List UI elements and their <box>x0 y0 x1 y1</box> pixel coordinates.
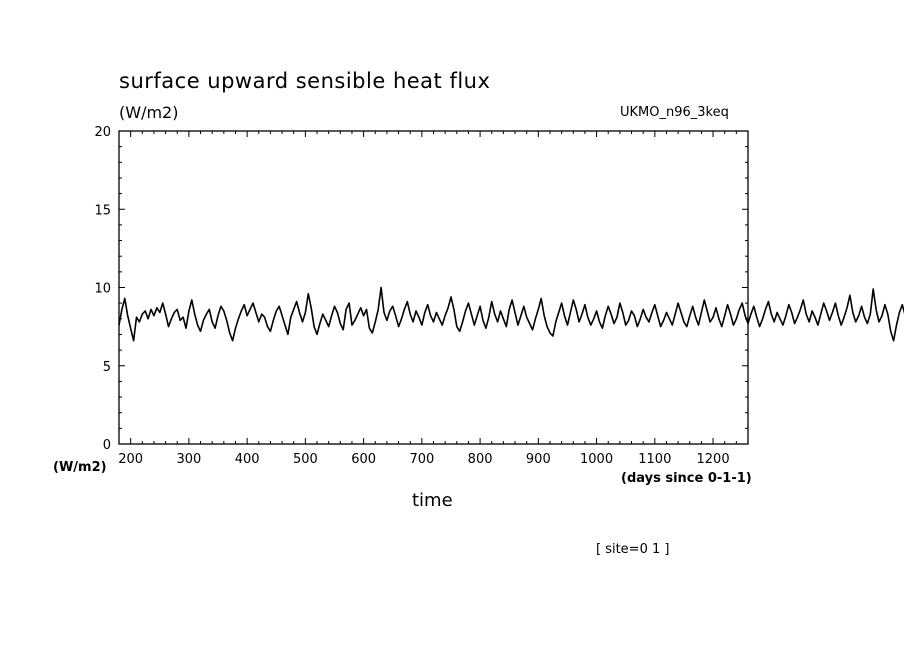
x-tick-label: 600 <box>351 452 376 467</box>
model-name: UKMO_n96_3keq <box>620 105 729 120</box>
x-tick-label: 700 <box>409 452 434 467</box>
y-tick-label: 15 <box>94 203 111 218</box>
plot-frame-group <box>118 130 749 445</box>
chart-units: (W/m2) <box>119 103 179 122</box>
y-ticks: 0 5 10 15 20 <box>94 125 748 453</box>
x-tick-label: 1100 <box>638 452 671 467</box>
x-tick-label: 900 <box>526 452 551 467</box>
x-tick-label: 500 <box>293 452 318 467</box>
x-tick-label: 400 <box>235 452 260 467</box>
x-axis-title: time <box>412 490 453 511</box>
x-unit-label: (days since 0-1-1) <box>621 471 752 486</box>
series-group <box>118 286 904 342</box>
x-ticks: 200 300 400 500 600 700 800 900 1000 1100 1200 <box>118 131 749 467</box>
y-tick-label: 0 <box>103 438 111 453</box>
site-label: [ site=0 1 ] <box>596 542 670 557</box>
y-tick-label: 20 <box>94 125 111 140</box>
y-unit-label: (W/m2) <box>53 460 107 475</box>
x-tick-label: 200 <box>118 452 143 467</box>
y-tick-label: 5 <box>103 360 111 375</box>
x-tick-label: 1200 <box>697 452 730 467</box>
y-tick-label: 10 <box>94 282 111 297</box>
series-line <box>118 286 904 342</box>
plot-frame <box>118 130 749 445</box>
x-tick-label: 800 <box>468 452 493 467</box>
x-tick-label: 300 <box>176 452 201 467</box>
chart-title: surface upward sensible heat flux <box>119 69 491 93</box>
x-tick-label: 1000 <box>580 452 613 467</box>
